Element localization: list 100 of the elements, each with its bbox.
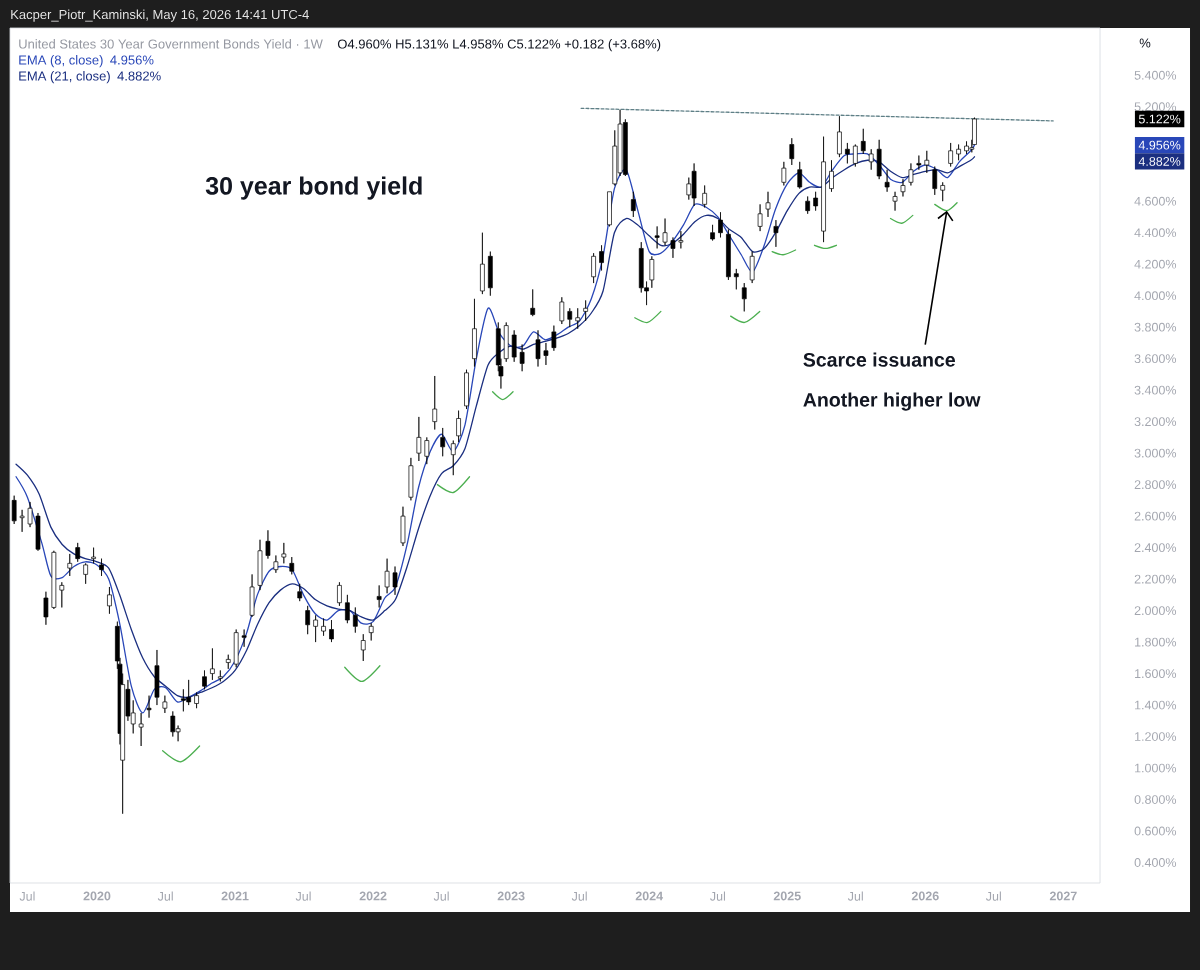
text: EMA (21, close) <box>19 71 110 84</box>
x-tick-label: 2025 <box>773 891 801 901</box>
candlestick <box>876 139 882 180</box>
candlestick <box>607 191 612 227</box>
text: 4.956% <box>1138 140 1181 150</box>
candlestick <box>670 237 676 259</box>
y-tick-label: 0.400% <box>1134 858 1177 867</box>
x-tick-label: 2023 <box>497 891 525 901</box>
candlestick <box>892 191 898 211</box>
candlestick <box>932 166 938 196</box>
candlestick <box>860 128 866 155</box>
candlestick <box>765 191 771 218</box>
candlestick <box>416 416 422 462</box>
y-tick-label: 1.200% <box>1135 732 1177 741</box>
candlestick <box>535 329 541 367</box>
candlestick <box>400 506 406 547</box>
y-tick-label: 2.000% <box>1134 606 1177 616</box>
candlestick <box>225 654 231 670</box>
candlestick <box>297 583 303 602</box>
candlestick <box>424 437 430 465</box>
y-tick-label: 2.400% <box>1134 543 1177 553</box>
candlestick <box>43 591 49 626</box>
candlestick <box>757 204 763 232</box>
y-tick-label: 4.200% <box>1134 259 1177 269</box>
candlestick <box>162 695 168 714</box>
y-tick-label: 1.400% <box>1135 700 1177 710</box>
candlestick <box>789 137 795 166</box>
candlestick <box>805 196 811 215</box>
y-tick-label: 5.200% <box>1134 102 1177 112</box>
candlestick <box>924 150 930 174</box>
candlestick <box>829 159 834 193</box>
candlestick <box>797 161 803 189</box>
candlestick <box>138 712 144 747</box>
candlestick <box>741 282 747 312</box>
y-tick-label: 3.200% <box>1134 417 1177 427</box>
candlestick <box>59 581 65 608</box>
y-tick-label: 0.600% <box>1134 826 1177 836</box>
candlestick <box>852 144 858 167</box>
candlestick <box>408 457 414 501</box>
candlestick <box>384 558 390 594</box>
candlestick <box>845 142 850 164</box>
x-tick-label: 2022 <box>359 891 387 901</box>
candlestick <box>884 169 890 193</box>
candlestick <box>154 649 160 706</box>
y-tick-label: 2.200% <box>1134 574 1177 584</box>
candlestick <box>265 529 271 559</box>
text: 30 year bond yield <box>205 176 422 200</box>
candlestick <box>662 218 668 246</box>
candlestick <box>75 542 81 563</box>
candlestick <box>51 550 57 610</box>
candlestick <box>67 553 73 577</box>
x-tick-label: 2024 <box>635 891 664 901</box>
candlestick <box>440 427 446 457</box>
candlestick <box>821 136 826 243</box>
candlestick <box>599 244 604 271</box>
candlestick <box>19 509 25 533</box>
candlestick <box>83 563 88 585</box>
candlestick <box>678 230 684 249</box>
annotation: 4.956% <box>110 55 154 65</box>
candlestick <box>583 300 588 322</box>
x-tick-label: Jul <box>710 891 725 901</box>
candlestick <box>281 542 287 564</box>
candlestick <box>146 695 152 719</box>
candlestick <box>567 307 573 328</box>
candlestick <box>99 558 104 577</box>
candlestick <box>194 692 199 709</box>
text: % <box>1139 38 1151 48</box>
candlestick <box>249 574 255 618</box>
annotation: O4.960% H5.131% L4.958% C5.122% +0.182 (+3.68%) <box>337 39 661 52</box>
text: United States 30 Year Government Bonds Yield · 1W <box>19 39 323 49</box>
x-tick-label: Jul <box>571 891 587 901</box>
candlestick <box>654 226 660 249</box>
candlestick <box>530 289 536 317</box>
y-tick-label: 4.600% <box>1134 196 1177 206</box>
text: EMA (8, close) <box>19 55 103 68</box>
candlestick <box>559 296 565 325</box>
candlestick <box>273 555 279 574</box>
y-tick-label: 3.600% <box>1134 354 1177 364</box>
candlestick <box>352 607 358 633</box>
candlestick <box>360 633 366 662</box>
y-tick-label: 1.000% <box>1135 763 1177 773</box>
y-tick-label: 2.800% <box>1134 480 1177 490</box>
candlestick <box>368 622 374 641</box>
x-tick-label: Jul <box>19 891 35 901</box>
candlestick <box>916 155 922 171</box>
candlestick <box>630 191 636 218</box>
y-tick-label: 3.800% <box>1134 322 1177 332</box>
y-tick-label: 0.800% <box>1134 795 1177 804</box>
candlestick <box>503 322 509 363</box>
candlestick <box>257 539 263 591</box>
candlestick <box>289 556 295 575</box>
candlestick <box>940 181 946 202</box>
x-tick-label: 2026 <box>911 891 939 901</box>
candlestick <box>233 629 239 668</box>
candlestick <box>91 547 96 564</box>
x-tick-label: Jul <box>433 891 449 901</box>
x-tick-label: 2027 <box>1049 891 1077 901</box>
candlestick <box>956 144 961 161</box>
y-tick-label: 3.000% <box>1134 448 1177 458</box>
candlestick <box>702 185 707 208</box>
